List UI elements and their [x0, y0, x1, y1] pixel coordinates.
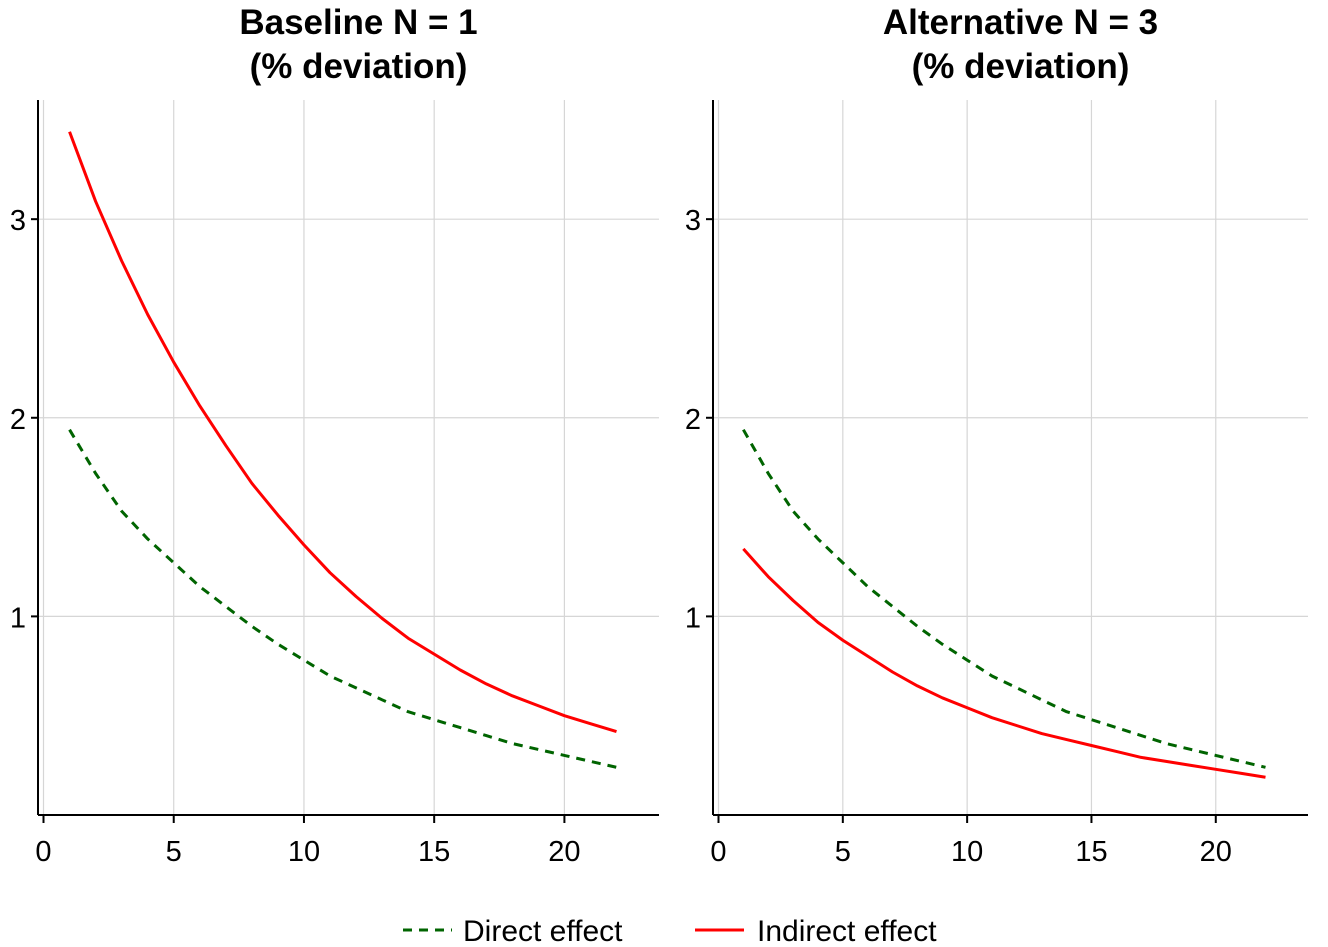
panel-1-series-direct-effect	[68, 428, 617, 769]
panel-1-x-tick-label-0: 0	[35, 836, 51, 868]
panel-2-x-tick-label-15: 15	[1075, 836, 1107, 868]
panel-2-series-direct-effect	[742, 428, 1266, 769]
panel-1-y-tick-label-3: 3	[10, 205, 26, 237]
panel-1-y-tick-label-2: 2	[10, 404, 26, 436]
panel-1-x-tick-label-5: 5	[166, 836, 182, 868]
panel-2-series-indirect-effect	[742, 547, 1266, 779]
panel-2-y-tick-label-1: 1	[685, 602, 701, 634]
panel-2-x-tick-label-10: 10	[951, 836, 983, 868]
panel-1-title-line-1: Baseline N = 1	[239, 3, 477, 42]
panel-2-x-tick-label-20: 20	[1200, 836, 1232, 868]
panel-2-title-line-1: Alternative N = 3	[883, 3, 1158, 42]
panel-1-series-indirect-effect	[68, 131, 617, 734]
legend-label-indirect-effect: Indirect effect	[757, 915, 937, 947]
panel-2-y-tick-label-2: 2	[685, 404, 701, 436]
panel-1-y-tick-label-1: 1	[10, 602, 26, 634]
panel-2-x-tick-label-5: 5	[835, 836, 851, 868]
panel-2-y-tick-label-3: 3	[685, 205, 701, 237]
legend-label-direct-effect: Direct effect	[463, 915, 623, 947]
panel-1-x-tick-label-20: 20	[548, 836, 580, 868]
panel-2-title-line-2: (% deviation)	[912, 47, 1130, 86]
panel-1-x-tick-label-10: 10	[288, 836, 320, 868]
panel-1-title-line-2: (% deviation)	[250, 47, 468, 86]
panel-2-x-tick-label-0: 0	[710, 836, 726, 868]
panel-1-x-tick-label-15: 15	[418, 836, 450, 868]
